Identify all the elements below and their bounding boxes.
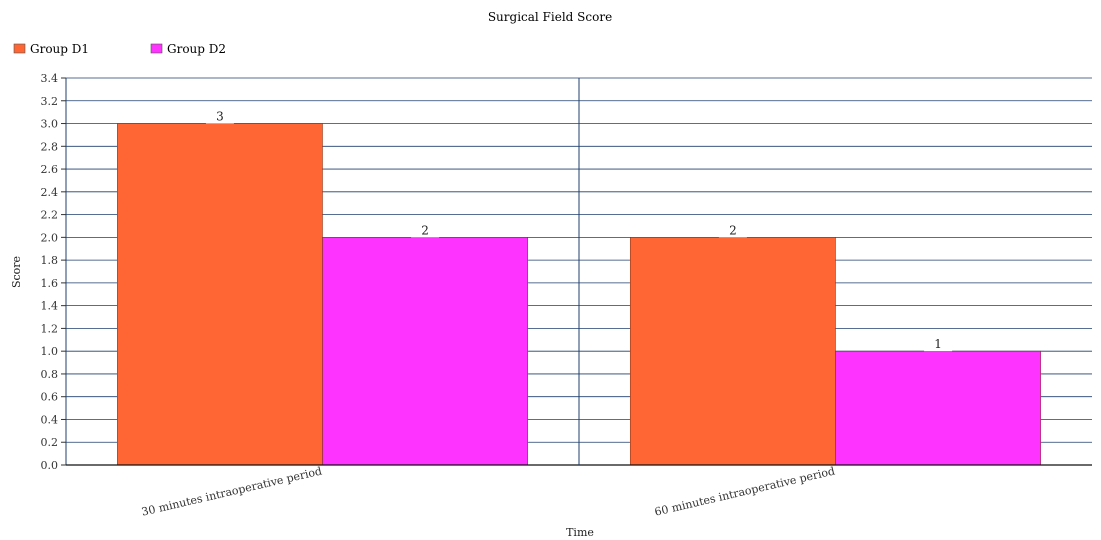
y-tick-label: 2.0	[41, 231, 59, 244]
bars	[117, 123, 1041, 466]
bar-1-1	[117, 123, 323, 466]
y-tick-label: 0.0	[41, 459, 59, 472]
legend-swatch-1	[13, 43, 26, 54]
y-tick-label: 3.2	[41, 95, 59, 108]
x-axis-ticks: 30 minutes intraoperative period 60 minut…	[140, 464, 836, 518]
data-label-underlay	[718, 234, 747, 238]
y-tick-label: 0.4	[41, 413, 59, 426]
data-label-underlay	[411, 234, 440, 238]
y-tick-label: 1.2	[41, 322, 59, 335]
y-tick-label: 1.4	[41, 300, 59, 313]
legend: Group D1 Group D2	[13, 42, 226, 56]
y-tick-label: 0.8	[41, 368, 59, 381]
y-axis-label: Score	[10, 256, 23, 288]
x-tick-label-1: 30 minutes intraoperative period	[140, 464, 323, 518]
y-tick-label: 2.6	[41, 163, 59, 176]
y-axis-ticks: 0.0 0.2 0.4 0.6 0.8 1.0 1.2 1.4 1.6 1.8 2.0 2.2 2.4 2…	[41, 72, 66, 472]
bar-2-2	[835, 350, 1041, 466]
y-tick-label: 3.0	[41, 118, 59, 131]
axes	[65, 78, 1092, 466]
x-axis-label: Time	[566, 526, 594, 539]
data-label-1-1: 3	[216, 110, 224, 124]
data-label-underlay	[924, 348, 953, 352]
legend-label-2: Group D2	[167, 42, 226, 56]
legend-swatch-2	[150, 43, 163, 54]
data-label-2-1: 2	[729, 223, 737, 237]
y-tick-label: 2.2	[41, 209, 59, 222]
bar-1-2	[322, 237, 528, 466]
data-label-underlay	[205, 120, 234, 124]
y-tick-label: 2.8	[41, 140, 59, 153]
x-tick-label-2: 60 minutes intraoperative period	[653, 464, 836, 518]
y-tick-label: 1.8	[41, 254, 59, 267]
y-tick-label: 0.6	[41, 391, 59, 404]
data-labels: 3 2 2 1	[205, 110, 953, 352]
y-tick-label: 0.2	[41, 436, 59, 449]
legend-label-1: Group D1	[30, 42, 89, 56]
data-label-2-2: 1	[934, 337, 942, 351]
data-label-1-2: 2	[421, 223, 429, 237]
chart-title: Surgical Field Score	[488, 10, 612, 24]
bar-2-1	[630, 237, 836, 466]
y-tick-label: 2.4	[41, 186, 59, 199]
y-tick-label: 3.4	[41, 72, 59, 85]
y-tick-label: 1.0	[41, 345, 59, 358]
y-tick-label: 1.6	[41, 277, 59, 290]
